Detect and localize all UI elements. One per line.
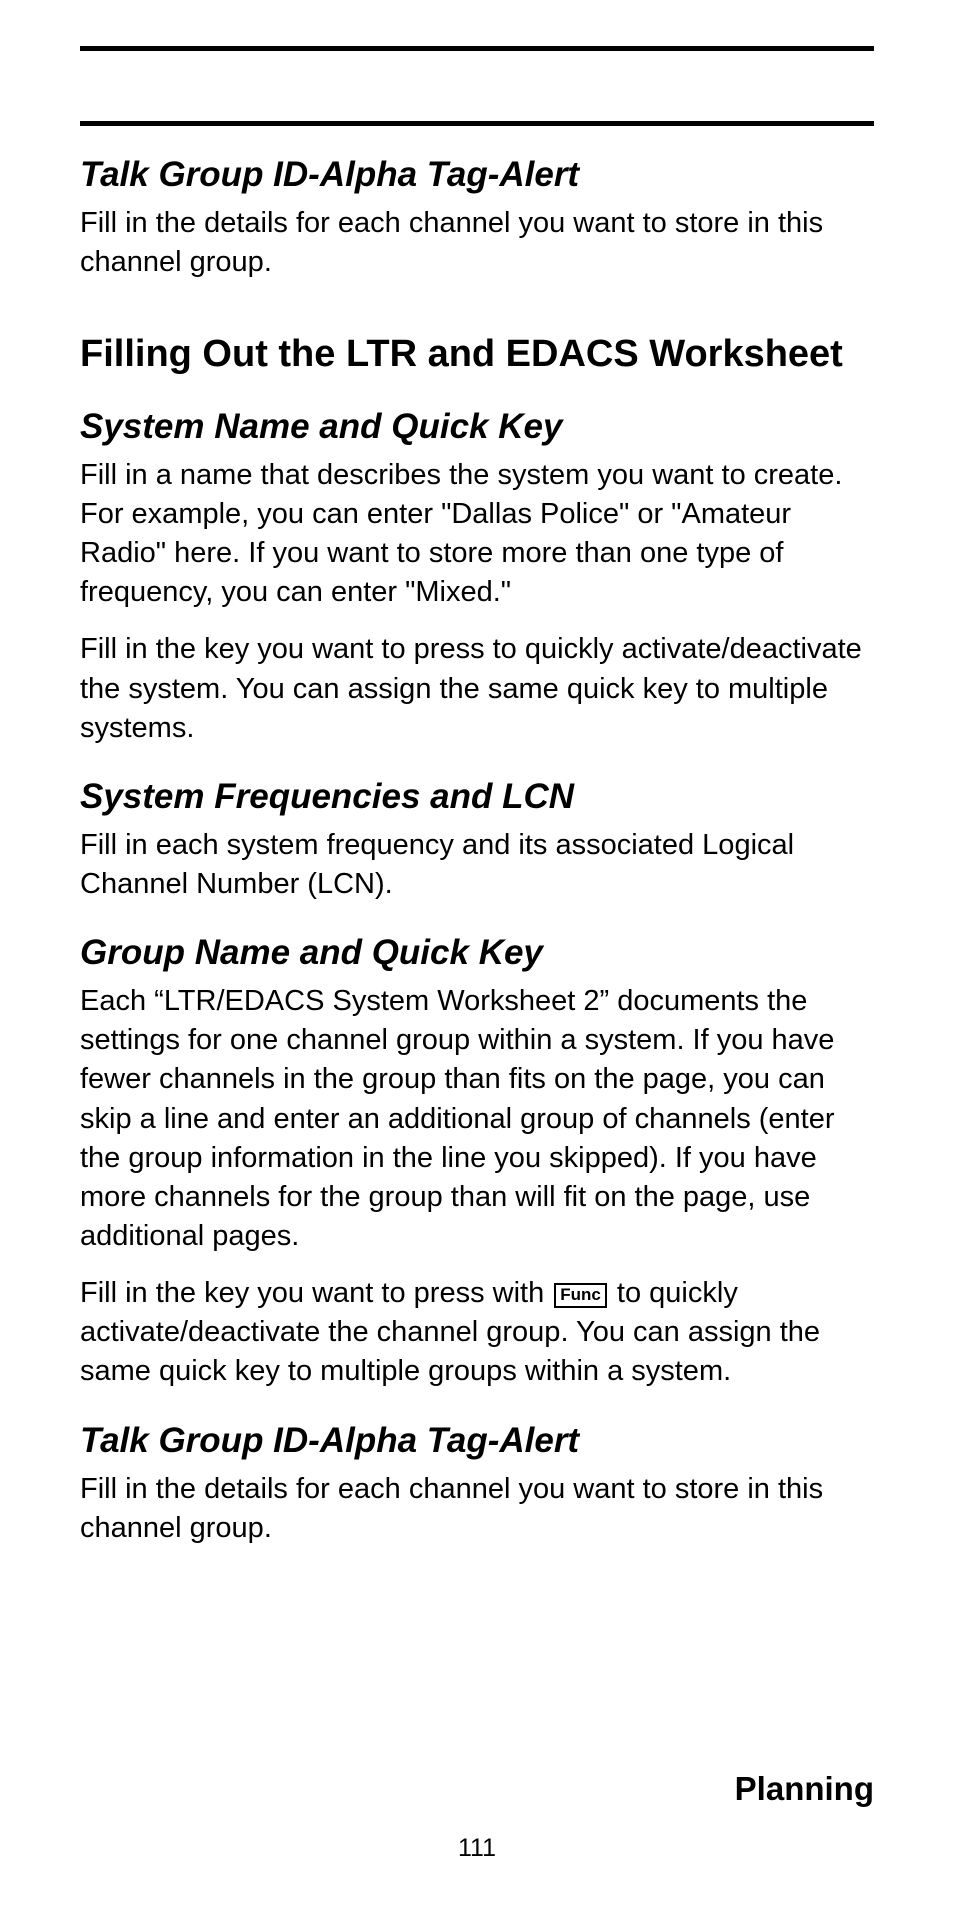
mid-rule	[80, 121, 874, 126]
heading-sys-freq: System Frequencies and LCN	[80, 776, 874, 818]
footer-section-label: Planning	[735, 1770, 874, 1808]
para-system-name-1: Fill in a name that describes the system…	[80, 456, 874, 613]
para-talk-group-2: Fill in the details for each channel you…	[80, 1470, 874, 1548]
para-talk-group-1: Fill in the details for each channel you…	[80, 204, 874, 282]
document-page: Talk Group ID-Alpha Tag-Alert Fill in th…	[0, 0, 954, 1908]
heading-main-ltr-edacs: Filling Out the LTR and EDACS Worksheet	[80, 332, 874, 378]
page-number: 111	[0, 1834, 954, 1863]
para-group-name-2-pre: Fill in the key you want to press with	[80, 1277, 552, 1309]
top-rule	[80, 46, 874, 51]
para-system-name-2: Fill in the key you want to press to qui…	[80, 630, 874, 747]
para-group-name-1: Each “LTR/EDACS System Worksheet 2” docu…	[80, 982, 874, 1256]
heading-talk-group-2: Talk Group ID-Alpha Tag-Alert	[80, 1420, 874, 1462]
para-group-name-2: Fill in the key you want to press with F…	[80, 1274, 874, 1391]
heading-group-name: Group Name and Quick Key	[80, 932, 874, 974]
heading-system-name: System Name and Quick Key	[80, 406, 874, 448]
para-sys-freq-1: Fill in each system frequency and its as…	[80, 826, 874, 904]
heading-talk-group-1: Talk Group ID-Alpha Tag-Alert	[80, 154, 874, 196]
func-key-label: Func	[554, 1283, 607, 1307]
